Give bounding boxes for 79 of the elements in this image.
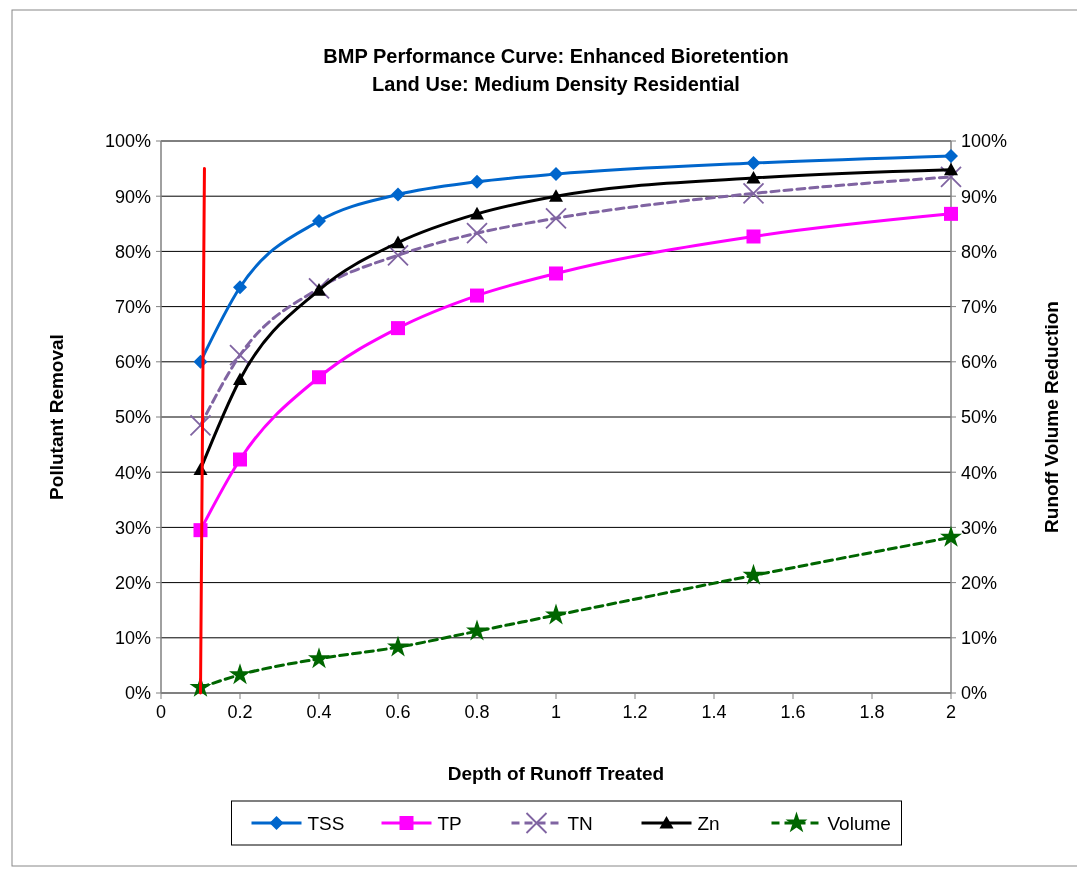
y2-tick-label: 90% — [961, 186, 998, 207]
chart-subtitle: Land Use: Medium Density Residential — [372, 73, 740, 95]
y-tick-label: 30% — [114, 517, 151, 538]
point — [940, 525, 962, 547]
point — [308, 647, 330, 669]
y-tick-label: 80% — [114, 241, 151, 262]
chart-title: BMP Performance Curve: Enhanced Bioretention — [323, 45, 789, 67]
point — [233, 452, 247, 467]
x-tick-label: 2 — [945, 702, 957, 722]
x-tick-label: 1.4 — [701, 702, 727, 722]
legend-label: Zn — [697, 812, 720, 834]
y-tick-label: 10% — [114, 628, 151, 649]
legend-label: TSS — [307, 812, 345, 834]
point — [746, 229, 761, 244]
legend-label: TN — [567, 812, 593, 834]
x-tick-label: 0.6 — [385, 702, 411, 722]
x-tick-label: 1.6 — [780, 702, 806, 722]
point — [391, 235, 405, 249]
point — [229, 344, 251, 367]
point — [742, 563, 765, 585]
point — [387, 635, 409, 657]
x-axis-title: Depth of Runoff Treated — [447, 763, 665, 784]
point — [312, 214, 326, 229]
point — [466, 222, 488, 245]
legend-label: TP — [437, 812, 462, 834]
y-tick-label: 0% — [124, 683, 151, 704]
y-tick-label: 50% — [114, 407, 151, 428]
point — [312, 283, 326, 296]
legend-label: Volume — [827, 812, 891, 834]
point — [746, 156, 761, 171]
y-tick-label: 90% — [114, 186, 151, 207]
x-tick-label: 0.4 — [306, 702, 332, 722]
y2-tick-label: 70% — [961, 296, 998, 317]
point — [545, 603, 567, 625]
y-tick-label: 70% — [114, 296, 151, 317]
x-tick-label: 0.2 — [227, 702, 253, 722]
x-tick-label: 1.8 — [859, 702, 885, 722]
y2-tick-label: 80% — [961, 241, 998, 262]
y2-tick-label: 20% — [961, 572, 998, 593]
x-tick-label: 1 — [550, 702, 562, 722]
point — [312, 370, 326, 385]
y2-tick-label: 100% — [961, 131, 1008, 152]
point — [746, 170, 761, 184]
point — [233, 280, 247, 295]
point — [233, 372, 247, 386]
point — [549, 167, 563, 182]
point — [944, 206, 958, 221]
y-axis-title: Pollutant Removal — [46, 334, 67, 500]
y2-tick-label: 10% — [961, 628, 998, 649]
y2-tick-label: 0% — [961, 683, 988, 704]
point — [391, 321, 405, 336]
point — [470, 174, 484, 189]
y2-axis-title: Runoff Volume Reduction — [1041, 301, 1062, 533]
y-tick-label: 20% — [114, 572, 151, 593]
point — [189, 414, 212, 437]
point — [549, 266, 563, 281]
point — [391, 187, 405, 202]
point — [944, 162, 958, 176]
point — [387, 244, 409, 267]
y-tick-label: 100% — [104, 131, 151, 152]
point — [545, 207, 567, 230]
point — [470, 206, 484, 220]
point — [466, 619, 488, 641]
y2-tick-label: 50% — [961, 407, 998, 428]
point — [549, 189, 563, 202]
point — [742, 182, 765, 205]
x-tick-label: 1.2 — [622, 702, 648, 722]
y2-tick-label: 40% — [961, 462, 998, 483]
point — [229, 663, 251, 685]
y-tick-label: 60% — [114, 352, 151, 373]
y-tick-label: 40% — [114, 462, 151, 483]
point — [944, 148, 958, 163]
point — [308, 277, 330, 300]
y2-tick-label: 30% — [961, 517, 998, 538]
point — [470, 288, 484, 303]
x-tick-label: 0.8 — [464, 702, 490, 722]
y2-tick-label: 60% — [961, 352, 998, 373]
point — [940, 165, 962, 188]
x-tick-label: 0 — [155, 702, 167, 722]
